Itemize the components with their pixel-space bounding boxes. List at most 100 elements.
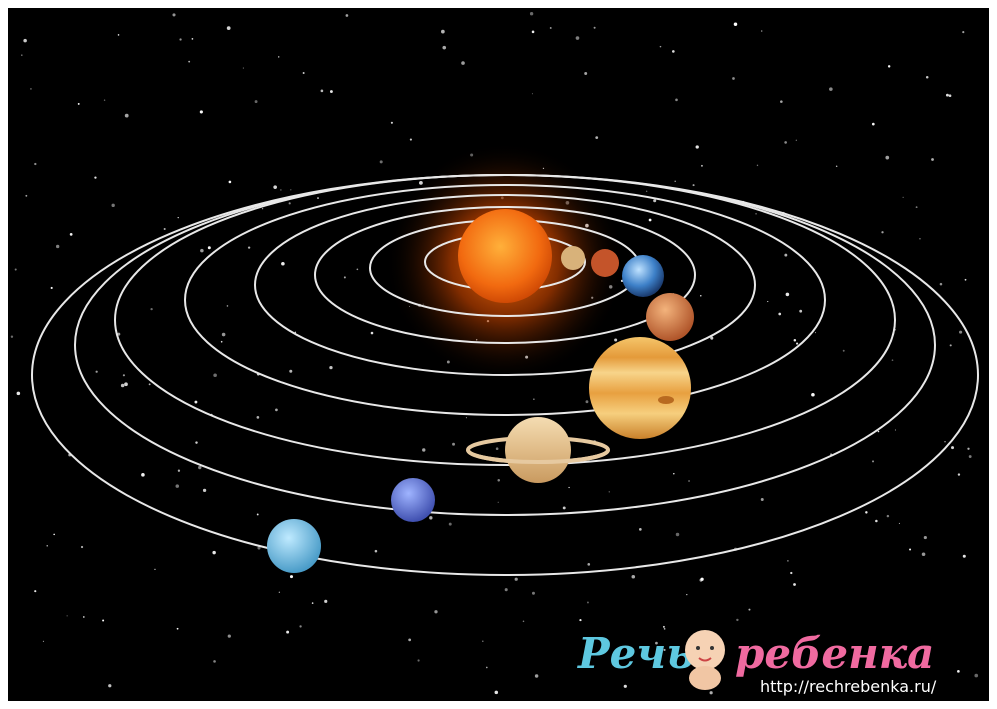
star <box>760 497 764 501</box>
star <box>442 45 447 50</box>
venus <box>591 249 619 277</box>
star <box>871 122 875 126</box>
star <box>199 110 203 114</box>
star <box>77 102 80 105</box>
star <box>919 238 921 240</box>
star <box>324 599 328 603</box>
star <box>302 71 305 74</box>
star <box>452 442 455 446</box>
star <box>767 300 769 303</box>
star <box>623 684 627 688</box>
star <box>417 659 420 662</box>
star <box>915 206 918 209</box>
saturn <box>505 417 571 483</box>
star <box>194 400 198 404</box>
star <box>673 473 675 475</box>
star <box>55 244 60 249</box>
star <box>289 369 293 373</box>
star <box>531 93 533 95</box>
star <box>593 26 596 29</box>
star <box>945 93 949 97</box>
orbit <box>31 174 979 576</box>
star <box>213 660 216 663</box>
star <box>25 194 28 197</box>
star <box>522 620 525 623</box>
star <box>10 335 14 338</box>
star <box>482 640 484 642</box>
star <box>877 430 880 433</box>
star <box>939 282 943 286</box>
star <box>422 448 426 452</box>
mars <box>646 293 694 341</box>
star <box>957 473 961 476</box>
star <box>220 340 223 343</box>
star <box>278 591 281 593</box>
star <box>531 30 535 34</box>
star <box>281 261 285 266</box>
star <box>761 30 763 32</box>
star <box>172 13 176 17</box>
star <box>177 216 179 219</box>
star <box>429 516 433 520</box>
star <box>82 616 85 618</box>
star <box>448 522 452 526</box>
star <box>461 61 465 65</box>
star <box>175 484 180 488</box>
star <box>207 246 211 250</box>
star <box>835 165 838 168</box>
star <box>692 184 695 187</box>
star <box>967 447 970 450</box>
star <box>778 312 782 316</box>
star <box>686 593 688 596</box>
star <box>343 276 346 279</box>
star <box>579 619 582 622</box>
star <box>585 400 589 404</box>
star <box>434 610 438 614</box>
star <box>584 72 588 75</box>
star <box>30 88 32 90</box>
star <box>514 577 518 581</box>
star <box>964 278 967 281</box>
star <box>700 577 704 581</box>
star <box>639 528 642 531</box>
star <box>784 141 787 144</box>
star <box>710 336 714 340</box>
star <box>885 155 890 160</box>
star <box>247 246 251 249</box>
star <box>674 180 676 182</box>
star <box>50 286 53 290</box>
logo-url: http://rechrebenka.ru/ <box>760 677 937 696</box>
star <box>923 535 927 540</box>
star <box>957 669 960 673</box>
star <box>793 583 796 586</box>
star <box>921 552 926 557</box>
star <box>154 568 156 571</box>
star <box>94 176 97 179</box>
star <box>829 87 833 91</box>
star <box>117 34 120 36</box>
logo: Речь ребенка http://rechrebenka.ru/ <box>577 629 937 696</box>
star <box>102 619 105 622</box>
star <box>486 666 488 669</box>
star <box>756 164 759 167</box>
star <box>872 460 875 463</box>
star <box>286 630 290 634</box>
star <box>261 208 264 210</box>
star <box>257 546 261 550</box>
star <box>213 373 217 378</box>
star <box>709 691 713 695</box>
star <box>655 641 658 645</box>
star <box>124 113 129 118</box>
star <box>42 640 45 642</box>
orbit <box>184 184 826 416</box>
star <box>748 608 751 611</box>
star <box>356 268 359 271</box>
star <box>949 344 952 347</box>
mercury <box>561 246 585 270</box>
star <box>898 522 900 524</box>
star <box>242 67 245 69</box>
star <box>226 26 231 31</box>
star <box>891 359 894 361</box>
star <box>587 601 589 604</box>
